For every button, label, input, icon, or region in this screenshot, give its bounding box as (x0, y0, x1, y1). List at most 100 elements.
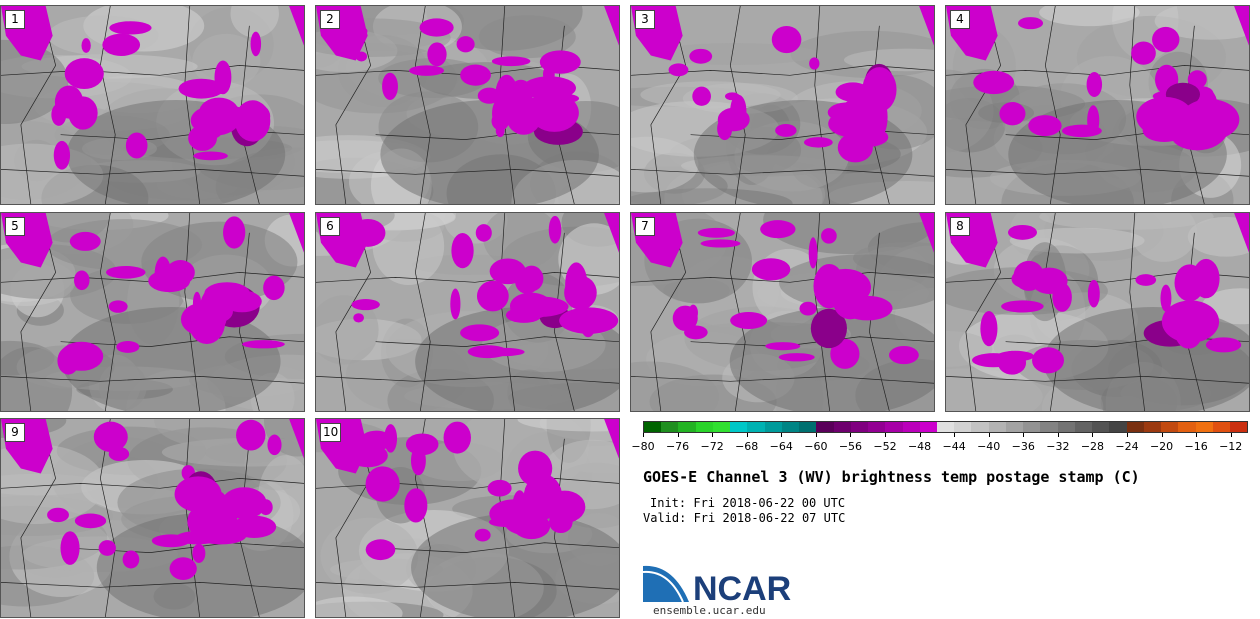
colorbar-tick-label: −20 (1149, 440, 1174, 453)
colorbar-tick-mark (1023, 433, 1025, 437)
colorbar-tick-mark (954, 433, 956, 437)
colorbar-tick-label: −24 (1115, 440, 1139, 453)
colorbar-segment (1005, 422, 1024, 432)
colorbar-tick-mark (712, 433, 714, 437)
postage-stamp-panel: 10 (315, 418, 620, 618)
panel-number-label: 10 (320, 423, 342, 442)
panel-number-label: 5 (5, 217, 25, 236)
colorbar-segment (644, 422, 662, 432)
valid-time: Valid: Fri 2018-06-22 07 UTC (643, 511, 846, 525)
colorbar-segment (661, 422, 679, 432)
colorbar-tick-mark (781, 433, 783, 437)
colorbar-segment (936, 422, 955, 432)
colorbar-segment (1040, 422, 1058, 432)
colorbar-segment (747, 422, 765, 432)
postage-stamp-panel: 5 (0, 212, 305, 412)
colorbar-segment (1195, 422, 1213, 432)
colorbar-tick-mark (988, 433, 990, 437)
colorbar-tick-mark (643, 433, 644, 437)
colorbar-tick-label: −28 (1080, 440, 1105, 453)
water-vapor-map (316, 419, 619, 617)
water-vapor-map (1, 419, 304, 617)
colorbar-tick-mark (850, 433, 852, 437)
colorbar-segment (850, 422, 869, 432)
colorbar-segment (764, 422, 782, 432)
colorbar-segment (816, 422, 834, 432)
postage-stamp-panel: 2 (315, 5, 620, 205)
colorbar-segment (902, 422, 920, 432)
water-vapor-map (1, 213, 304, 411)
postage-stamp-panel: 7 (630, 212, 935, 412)
colorbar-tick-mark (1161, 433, 1163, 437)
colorbar-segment (1178, 422, 1196, 432)
water-vapor-map (946, 6, 1249, 204)
ncar-logo-text: NCAR (693, 570, 791, 606)
colorbar-tick-label: −60 (804, 440, 828, 453)
panel-number-label: 7 (635, 217, 655, 236)
colorbar-segment (695, 422, 713, 432)
colorbar-tick-mark (919, 433, 921, 437)
postage-stamp-panel: 4 (945, 5, 1250, 205)
postage-stamp-panel: 8 (945, 212, 1250, 412)
colorbar-segment (1057, 422, 1075, 432)
colorbar-tick-mark (1196, 433, 1198, 437)
colorbar-tick-label: −80 (631, 440, 655, 453)
colorbar-tick-mark (1127, 433, 1128, 437)
postage-stamp-panel: 1 (0, 5, 305, 205)
ncar-logo: NCAR (643, 565, 791, 606)
colorbar-tick-label: −44 (942, 440, 966, 453)
colorbar-tick-mark (1057, 433, 1059, 437)
panel-number-label: 1 (5, 10, 25, 29)
panel-number-label: 4 (950, 10, 970, 29)
colorbar-tick-label: −72 (700, 440, 724, 453)
colorbar-tick-label: −68 (735, 440, 759, 453)
colorbar-segment (712, 422, 731, 432)
colorbar-tick-mark (1230, 433, 1232, 437)
colorbar-segment (988, 422, 1006, 432)
panel-number-label: 6 (320, 217, 340, 236)
colorbar-tick-label: −32 (1046, 440, 1070, 453)
colorbar-segment (781, 422, 800, 432)
colorbar-tick-label: −64 (769, 440, 793, 453)
colorbar-segment (919, 422, 937, 432)
colorbar-segment (1023, 422, 1041, 432)
colorbar-tick-mark (746, 433, 748, 437)
colorbar-segment (730, 422, 748, 432)
colorbar-tick-mark (815, 433, 817, 437)
colorbar-tick-label: −12 (1219, 440, 1243, 453)
colorbar-segment (1074, 422, 1093, 432)
panel-number-label: 8 (950, 217, 970, 236)
colorbar (643, 421, 1248, 433)
panel-number-label: 2 (320, 10, 340, 29)
colorbar-segment (1161, 422, 1179, 432)
colorbar-segment (678, 422, 696, 432)
colorbar-segment (799, 422, 817, 432)
water-vapor-map (316, 6, 619, 204)
colorbar-segment (1212, 422, 1230, 432)
logo-url: ensemble.ucar.edu (653, 604, 766, 617)
water-vapor-map (946, 213, 1249, 411)
water-vapor-map (631, 6, 934, 204)
colorbar-segment (833, 422, 851, 432)
colorbar-segment (1126, 422, 1144, 432)
colorbar-segment (954, 422, 972, 432)
colorbar-segment (885, 422, 903, 432)
colorbar-segment (1109, 422, 1127, 432)
colorbar-segment (971, 422, 989, 432)
colorbar-ticks: −80 −76 −72 −68 −64 −60 −56 −52 −48 −44 −40 −36 −32−… (631, 433, 1248, 455)
colorbar-segment (868, 422, 886, 432)
colorbar-segment (1229, 422, 1248, 432)
colorbar-tick-label: −40 (977, 440, 1001, 453)
colorbar-segment (1143, 422, 1162, 432)
colorbar-tick-label: −36 (1011, 440, 1035, 453)
figure-title: GOES-E Channel 3 (WV) brightness temp po… (643, 468, 1140, 486)
postage-stamp-panel: 3 (630, 5, 935, 205)
init-time: Init: Fri 2018-06-22 00 UTC (650, 496, 846, 510)
panel-number-label: 9 (5, 423, 25, 442)
water-vapor-map (631, 213, 934, 411)
postage-stamp-panel: 6 (315, 212, 620, 412)
panel-number-label: 3 (635, 10, 655, 29)
colorbar-tick-mark (885, 433, 886, 437)
postage-stamp-panel: 9 (0, 418, 305, 618)
colorbar-tick-label: −52 (873, 440, 897, 453)
